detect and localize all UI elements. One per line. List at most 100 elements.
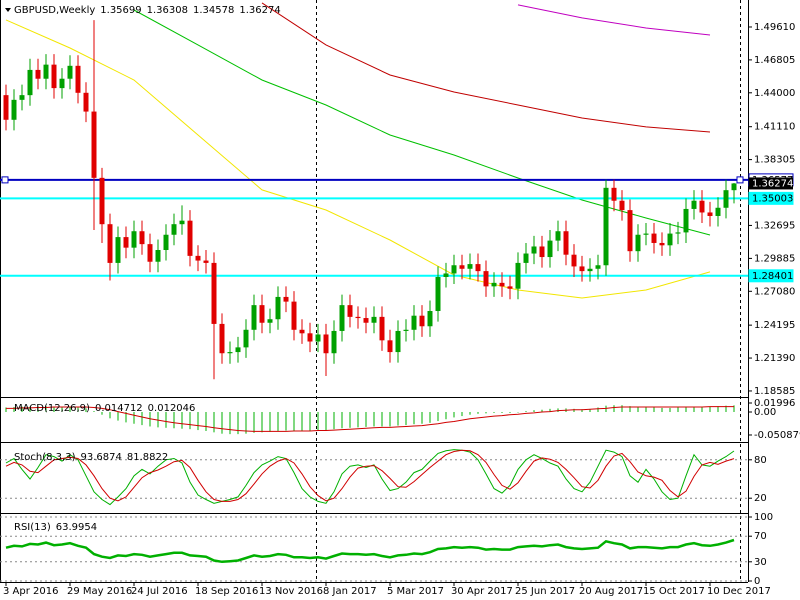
histogram-bar (597, 407, 599, 413)
histogram-bar (485, 412, 487, 414)
y-tick-label: 1.41110 (754, 122, 795, 133)
y-tick-label: 1.46805 (754, 55, 795, 66)
histogram-bar (205, 412, 207, 431)
candle-body (635, 234, 641, 252)
y-tick-label: 80 (754, 455, 767, 466)
histogram-bar (517, 412, 519, 413)
header-title: GBPUSD,Weekly (14, 5, 95, 16)
candle-body (307, 333, 313, 342)
level-label: 1.28401 (752, 271, 793, 282)
histogram-bar (253, 412, 255, 433)
candle-body (179, 220, 185, 225)
candle-body (99, 177, 105, 225)
histogram-bar (381, 412, 383, 427)
level-label: 1.35003 (752, 193, 793, 204)
menu-arrow[interactable] (5, 8, 11, 12)
series-line (261, 2, 711, 133)
histogram-bar (277, 412, 279, 431)
histogram-bar (437, 412, 439, 422)
candle-body (355, 316, 361, 319)
candle-body (227, 352, 233, 354)
histogram-bar (333, 412, 335, 430)
histogram-bar (701, 406, 703, 413)
histogram-bar (5, 407, 7, 413)
candle-body (35, 69, 41, 79)
candle-body (515, 262, 521, 289)
histogram-bar (373, 412, 375, 427)
histogram-bar (197, 412, 199, 431)
candle-body (715, 207, 721, 216)
histogram-bar (269, 412, 271, 432)
histogram-bar (477, 412, 479, 414)
histogram-bar (85, 408, 87, 413)
candle-body (115, 237, 121, 263)
candle-body (443, 273, 449, 277)
candle-body (363, 318, 369, 323)
candle-body (203, 260, 209, 263)
candle-body (611, 187, 617, 201)
candle-body (11, 99, 17, 120)
histogram-bar (237, 412, 239, 435)
histogram-bar (93, 411, 95, 413)
candle-body (555, 231, 561, 241)
y-tick-label: 1.49610 (754, 22, 795, 33)
candle-body (539, 246, 545, 258)
histogram-bar (117, 412, 119, 421)
candle-body (299, 329, 305, 334)
x-tick-label: 5 Mar 2017 (387, 586, 444, 597)
histogram-bar (525, 411, 527, 413)
level-handle (1, 176, 9, 184)
histogram-bar (101, 412, 103, 415)
histogram-bar (21, 406, 23, 413)
candle-body (603, 187, 609, 266)
histogram-bar (653, 407, 655, 413)
candle-body (667, 233, 673, 246)
y-tick-label: 1.32695 (754, 220, 795, 231)
histogram-bar (29, 406, 31, 413)
candle-body (523, 253, 529, 263)
histogram-bar (581, 409, 583, 413)
candle-body (283, 296, 289, 302)
histogram-bar (421, 412, 423, 424)
histogram-bar (325, 412, 327, 431)
candle-body (43, 64, 49, 79)
histogram-bar (453, 412, 455, 418)
header-value: 63.9954 (56, 522, 97, 533)
x-tick-label: 20 Aug 2017 (579, 586, 643, 597)
indicator-header: GBPUSD,Weekly 1.35699 1.36308 1.34578 1.3627… (14, 5, 281, 16)
candle-body (323, 334, 329, 354)
header-value: 1.34578 (193, 5, 234, 16)
histogram-bar (109, 412, 111, 419)
histogram-bar (549, 408, 551, 413)
y-tick-label: 0 (754, 576, 760, 587)
candle-body (731, 183, 737, 191)
candle-body (371, 316, 377, 323)
y-tick-label: 0.00 (754, 407, 776, 418)
x-tick-label: 8 Jan 2017 (323, 586, 377, 597)
candle-body (91, 111, 97, 178)
candle-body (475, 264, 481, 272)
histogram-bar (53, 406, 55, 413)
candle-body (259, 305, 265, 323)
candle-body (67, 65, 73, 79)
candle-body (187, 220, 193, 256)
histogram-bar (669, 407, 671, 413)
candle-body (315, 334, 321, 342)
header-value: 81.8822 (127, 452, 168, 463)
histogram-bar (613, 405, 615, 413)
histogram-bar (493, 412, 495, 413)
candle-body (459, 265, 465, 269)
y-tick-label: 0.01996 (754, 398, 795, 409)
histogram-bar (173, 412, 175, 429)
candle-body (347, 305, 353, 317)
histogram-bar (261, 412, 263, 433)
candle-body (643, 233, 649, 235)
histogram-bar (213, 412, 215, 433)
histogram-bar (509, 412, 511, 413)
candle-body (507, 286, 513, 289)
candle-body (3, 95, 9, 120)
histogram-bar (733, 405, 735, 413)
